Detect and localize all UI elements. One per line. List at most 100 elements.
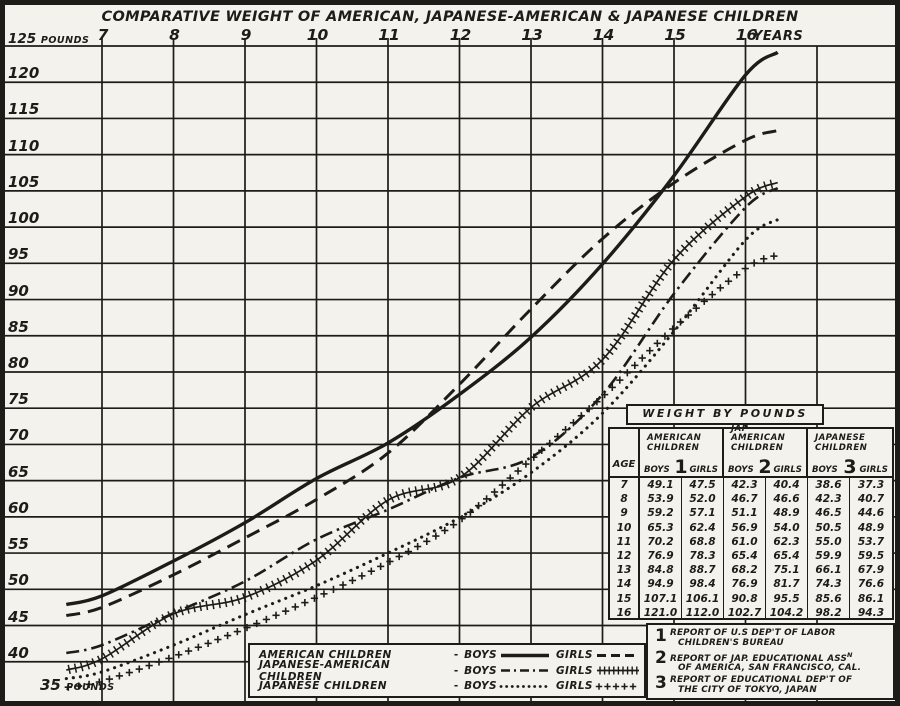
- footnote-row: 2 REPORT OF JAP. EDUCATIONAL ASSN OF AMERI…: [655, 647, 891, 673]
- table-value-cell: 107.1: [640, 591, 682, 606]
- footnote-text: REPORT OF EDUCATIONAL DEP'T OF THE CITY O…: [670, 675, 852, 695]
- table-value-cell: 62.4: [682, 520, 724, 535]
- table-value-cell: 48.9: [766, 506, 808, 521]
- hatch-tick: [518, 411, 527, 420]
- series-plus: [64, 252, 778, 691]
- hatch-tick: [460, 470, 468, 479]
- footnote-number: 3: [655, 672, 667, 693]
- table-value-cell: 46.6: [766, 492, 808, 507]
- group-name-line1: JAP-AMERICAN: [731, 423, 786, 444]
- hatch-tick: [179, 606, 184, 616]
- table-value-cell: 76.6: [857, 578, 885, 591]
- table-value-cell: 88.7: [682, 563, 724, 578]
- hatch-tick: [631, 311, 640, 319]
- table-age-cell: 11: [610, 534, 640, 549]
- footnote-number: 2: [655, 647, 667, 668]
- hatch-tick: [663, 263, 672, 271]
- hatch-tick: [470, 462, 478, 471]
- table-value-cell: 94.9: [640, 577, 682, 592]
- hatch-tick: [408, 487, 412, 497]
- table-value-cell: 76.9: [640, 548, 682, 564]
- table-value-cell: 48.9: [857, 521, 885, 534]
- hatch-tick: [744, 190, 752, 199]
- hatch-tick: [659, 269, 668, 276]
- hatch-tick: [652, 279, 661, 287]
- hatch-tick: [383, 497, 390, 506]
- hatch-tick: [343, 530, 351, 539]
- table-value-cell: 78.3: [682, 548, 724, 564]
- table-value-cell: 84.8: [640, 563, 682, 578]
- footnote-reference: 3: [843, 456, 857, 478]
- table-value-cell: 55.0: [808, 534, 850, 549]
- hatch-tick: [192, 602, 196, 613]
- hatch-tick: [91, 658, 97, 668]
- hatch-tick: [638, 301, 647, 308]
- table-value-cell: 76.9: [724, 577, 766, 592]
- hatch-tick: [334, 539, 342, 547]
- table-value-cell: 54.0: [766, 520, 808, 535]
- table-value-cell: 98.4: [682, 577, 724, 592]
- hatch-tick: [372, 504, 380, 513]
- table-value-cell: 44.6: [857, 507, 885, 520]
- hatch-tick: [314, 555, 322, 564]
- hatch-tick: [282, 574, 288, 584]
- footnote-text: REPORT OF U.S DEP'T OF LABOR CHILDREN'S B…: [670, 628, 836, 648]
- hatch-tick: [734, 198, 742, 207]
- hatch-tick: [634, 306, 644, 313]
- legend-row: JAPANESE CHILDREN - BOYS GIRLS: [259, 679, 640, 694]
- table-age-cell: 8: [610, 492, 640, 507]
- hatch-tick: [655, 274, 665, 281]
- hatch-tick: [671, 253, 680, 262]
- footnote-number: 1: [655, 626, 667, 647]
- hatch-tick: [186, 604, 190, 614]
- legend-box: AMERICAN CHILDREN - BOYS GIRLS JAPANESE-AMER…: [248, 643, 646, 698]
- weight-data-table: AGE AMERICAN CHILDREN BOYS GIRLS 1 JAP-AMERICA…: [608, 423, 894, 620]
- legend-sample-hatched: [597, 666, 640, 675]
- hatch-tick: [217, 598, 221, 609]
- table-group-header: JAPANESE CHILDREN BOYS GIRLS 3: [808, 429, 892, 478]
- table-age-cell: 15: [610, 591, 640, 606]
- girls-column-label: GIRLS: [689, 465, 718, 475]
- table-value-cell: 102.7: [724, 605, 766, 620]
- table-value-cell: 85.6: [808, 591, 850, 606]
- legend-sample-plus: [595, 682, 637, 690]
- hatch-tick: [588, 365, 595, 374]
- table-value-cell: 59.9: [808, 548, 850, 564]
- table-value-cell: 86.1: [857, 592, 885, 605]
- group-subheader: BOYS GIRLS: [808, 465, 892, 476]
- footnote-line1: REPORT OF U.S DEP'T OF LABOR: [670, 628, 836, 639]
- hatch-tick: [572, 376, 579, 385]
- hatch-tick: [474, 458, 483, 466]
- footnotes-box: 1 REPORT OF U.S DEP'T OF LABOR CHILDREN'S …: [646, 623, 895, 700]
- legend-sample-solid: [501, 653, 550, 657]
- table-value-cell: 53.7: [857, 535, 885, 548]
- hatch-tick: [676, 249, 685, 257]
- hatch-tick: [230, 596, 234, 606]
- hatch-tick: [724, 206, 732, 215]
- girls-column-label: GIRLS: [773, 465, 802, 475]
- hatch-tick: [150, 620, 157, 630]
- table-value-cell: 90.8: [724, 591, 766, 606]
- hatch-tick: [601, 352, 610, 361]
- legend-girls-label: GIRLS: [556, 649, 593, 661]
- legend-boys-label: BOYS: [464, 664, 498, 677]
- group-name-line2: CHILDREN: [815, 443, 868, 454]
- hatch-tick: [690, 235, 698, 244]
- series-solid: [65, 50, 779, 607]
- hatch-tick: [242, 592, 247, 603]
- hatch-tick: [763, 181, 768, 191]
- group-subheader: BOYS GIRLS: [724, 465, 806, 476]
- hatch-tick: [357, 517, 365, 526]
- hatch-tick: [509, 420, 518, 429]
- table-value-cell: 51.1: [724, 506, 766, 521]
- hatch-tick: [205, 600, 209, 611]
- table-value-cell: 56.9: [724, 520, 766, 535]
- hatch-tick: [123, 638, 130, 648]
- hatch-tick: [492, 439, 500, 447]
- hatch-tick: [427, 484, 431, 494]
- hatch-tick: [645, 290, 654, 297]
- hatch-tick: [324, 547, 332, 556]
- table-group-header: AMERICAN CHILDREN BOYS GIRLS 1: [640, 429, 724, 478]
- hatch-tick: [362, 512, 370, 521]
- hatch-tick: [769, 179, 774, 189]
